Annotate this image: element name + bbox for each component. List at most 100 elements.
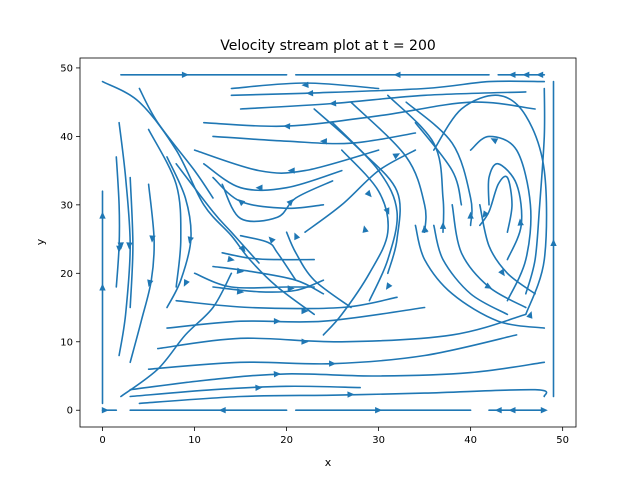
streamline [285, 231, 352, 309]
streamline [203, 101, 536, 128]
flow-arrow [508, 71, 516, 78]
flow-arrow [99, 211, 106, 219]
streamline [433, 224, 509, 316]
flow-arrow [301, 338, 309, 345]
streamline [212, 279, 325, 293]
streamline [350, 101, 427, 233]
streamlines-group [99, 71, 557, 414]
flow-arrow [181, 71, 189, 78]
flow-arrow [362, 225, 369, 233]
flow-arrow [183, 279, 190, 287]
streamline [147, 128, 182, 288]
flow-arrow [319, 138, 327, 145]
flow-arrow [301, 307, 309, 315]
flow-arrow [550, 239, 557, 246]
streamline [129, 183, 155, 364]
flow-arrow [237, 199, 246, 207]
streamline [239, 91, 527, 110]
streamline [221, 180, 334, 223]
y-tick-label: 0 [67, 406, 73, 417]
streamline [230, 80, 546, 97]
streamline [129, 361, 546, 391]
flow-arrow [393, 71, 401, 78]
flow-arrow [294, 232, 301, 241]
streamline [479, 204, 536, 295]
x-tick-label: 50 [556, 435, 569, 446]
streamline [175, 296, 398, 310]
flow-arrow [227, 255, 235, 263]
x-tick-label: 0 [99, 435, 105, 446]
streamline [487, 162, 523, 261]
streamline [433, 94, 548, 316]
flow-arrow [187, 236, 194, 244]
flow-arrow [364, 189, 372, 198]
streamline [239, 234, 297, 281]
x-axis-ticks: 0 10 20 30 40 50 [99, 427, 569, 446]
y-tick-label: 50 [60, 63, 73, 74]
streamline [414, 121, 463, 206]
streamline [304, 149, 417, 233]
streamline [525, 87, 546, 295]
flow-arrow [347, 391, 355, 398]
flow-arrow [255, 184, 263, 191]
x-tick-label: 20 [280, 435, 293, 446]
y-tick-label: 30 [60, 200, 73, 211]
flow-arrow [498, 268, 505, 277]
streamline [101, 80, 315, 316]
streamline [138, 388, 548, 405]
flow-arrow [287, 167, 295, 174]
streamline [479, 175, 513, 233]
flow-arrow [273, 371, 281, 378]
streamline [115, 156, 121, 288]
flow-arrow [236, 267, 244, 274]
y-tick-label: 40 [60, 132, 73, 143]
flow-arrow [99, 283, 106, 291]
flow-arrow [522, 71, 530, 78]
streamline [387, 94, 445, 233]
streamline [451, 204, 527, 309]
flow-arrow [273, 318, 281, 325]
y-tick-label: 10 [60, 337, 73, 348]
flow-arrow [508, 407, 516, 414]
streamline [157, 313, 527, 350]
flow-arrow [218, 407, 226, 414]
flow-arrow [329, 100, 337, 107]
flow-arrow [283, 123, 291, 130]
flow-arrow [236, 288, 245, 295]
flow-arrow [101, 407, 109, 414]
flow-arrow [482, 210, 489, 218]
streamline [193, 272, 315, 289]
flow-arrow [422, 225, 429, 233]
streamline [129, 385, 361, 398]
streamline [331, 121, 399, 302]
streamline [230, 82, 380, 90]
flow-arrow [149, 235, 156, 243]
flow-arrow [147, 279, 154, 287]
flow-arrow [385, 282, 393, 290]
x-tick-label: 10 [188, 435, 201, 446]
x-tick-label: 30 [372, 435, 385, 446]
flow-arrow [517, 218, 524, 226]
flow-arrow [306, 90, 314, 97]
streamline [414, 224, 546, 329]
plot-area [79, 57, 577, 428]
flow-arrow [329, 360, 337, 367]
flow-arrow [392, 153, 401, 160]
streamline [221, 252, 315, 261]
flow-arrow [494, 407, 502, 414]
chart-title: Velocity stream plot at t = 200 [220, 38, 436, 54]
streamline [166, 306, 426, 329]
flow-arrow [540, 407, 548, 414]
y-tick-label: 20 [60, 269, 73, 280]
flow-arrow [490, 138, 499, 145]
streamline [138, 87, 214, 199]
flow-arrow [126, 242, 133, 250]
y-axis-label: y [34, 238, 47, 245]
x-axis-label: x [325, 456, 332, 469]
x-tick-label: 40 [464, 435, 477, 446]
flow-arrow [467, 211, 474, 219]
axes-frame [79, 57, 577, 428]
streamline [129, 176, 134, 309]
flow-arrow [375, 407, 383, 414]
streamline [212, 132, 417, 145]
